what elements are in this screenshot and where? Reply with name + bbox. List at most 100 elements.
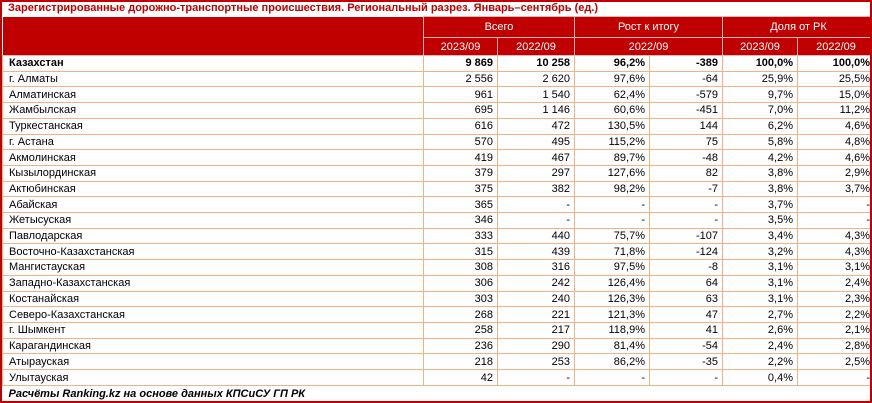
value-cell: 9,7% <box>722 86 798 104</box>
region-cell: г. Астана <box>2 133 424 151</box>
value-cell: 118,9% <box>574 321 650 339</box>
subheader-total-2022: 2022/09 <box>497 37 575 56</box>
value-cell: 303 <box>423 290 498 308</box>
value-cell: 62,4% <box>574 86 650 104</box>
region-cell: Мангистауская <box>2 259 424 276</box>
table-row: Костанайская 303 240 126,3% 63 3,1% 2,3% <box>2 290 870 308</box>
value-cell: 6,2% <box>722 117 798 135</box>
table-row: г. Астана 570 495 115,2% 75 5,8% 4,8% <box>2 133 870 151</box>
value-cell: 2,5% <box>796 353 870 371</box>
table-row: Акмолинская 419 467 89,7% -48 4,2% 4,6% <box>2 149 870 166</box>
value-cell: 3,1% <box>796 259 870 276</box>
subheader-growth-2022: 2022/09 <box>574 37 723 56</box>
region-cell: Восточно-Казахстанская <box>2 243 424 261</box>
col-group-total: Всего <box>423 16 575 38</box>
subheader-total-2023: 2023/09 <box>423 37 498 56</box>
value-cell: - <box>796 369 870 386</box>
value-cell: 75 <box>649 133 723 151</box>
source-note: Расчёты Ranking.kz на основе данных КПСи… <box>2 385 870 401</box>
value-cell: 2,7% <box>722 306 798 323</box>
value-cell: 42 <box>423 369 498 386</box>
value-cell: 3,2% <box>722 243 798 261</box>
region-cell: Атырауская <box>2 353 424 371</box>
value-cell: 4,3% <box>796 243 870 261</box>
value-cell: 97,5% <box>574 259 650 276</box>
value-cell: 268 <box>423 306 498 323</box>
value-cell: 308 <box>423 259 498 276</box>
value-cell: 2 556 <box>423 70 498 88</box>
region-cell: Северо-Казахстанская <box>2 306 424 323</box>
region-cell: г. Шымкент <box>2 321 424 339</box>
value-cell: 60,6% <box>574 102 650 119</box>
value-cell: 25,9% <box>722 70 798 88</box>
value-cell: 3,1% <box>722 259 798 276</box>
value-cell: 253 <box>497 353 575 371</box>
value-cell: 3,1% <box>722 274 798 292</box>
table-row: Северо-Казахстанская 268 221 121,3% 47 2,7% 2,… <box>2 306 870 323</box>
value-cell: 2,9% <box>796 164 870 182</box>
region-cell: Абайская <box>2 196 424 214</box>
table-row: Казахстан 9 869 10 258 96,2% -389 100,0% 100,0… <box>2 55 870 72</box>
value-cell: 495 <box>497 133 575 151</box>
table-row: Алматинская 961 1 540 62,4% -579 9,7% 15,0% <box>2 86 870 104</box>
value-cell: 2,4% <box>796 274 870 292</box>
value-cell: - <box>497 212 575 229</box>
region-cell: Алматинская <box>2 86 424 104</box>
value-cell: 96,2% <box>574 55 650 72</box>
value-cell: -579 <box>649 86 723 104</box>
value-cell: 4,6% <box>796 149 870 166</box>
value-cell: -7 <box>649 180 723 198</box>
value-cell: -35 <box>649 353 723 371</box>
region-column-header <box>2 16 424 56</box>
value-cell: 3,8% <box>722 164 798 182</box>
value-cell: 2,6% <box>722 321 798 339</box>
value-cell: 467 <box>497 149 575 166</box>
value-cell: 306 <box>423 274 498 292</box>
table-row: Жамбылская 695 1 146 60,6% -451 7,0% 11,2% <box>2 102 870 119</box>
value-cell: -389 <box>649 55 723 72</box>
value-cell: 5,8% <box>722 133 798 151</box>
value-cell: 3,7% <box>722 196 798 214</box>
region-cell: Актюбинская <box>2 180 424 198</box>
value-cell: - <box>649 369 723 386</box>
value-cell: 4,2% <box>722 149 798 166</box>
value-cell: 258 <box>423 321 498 339</box>
value-cell: - <box>574 196 650 214</box>
region-cell: Костанайская <box>2 290 424 308</box>
value-cell: 379 <box>423 164 498 182</box>
value-cell: 2,1% <box>796 321 870 339</box>
value-cell: 2,8% <box>796 337 870 355</box>
region-cell: Жетысуская <box>2 212 424 229</box>
table-row: Мангистауская 308 316 97,5% -8 3,1% 3,1% <box>2 259 870 276</box>
table-row: г. Алматы 2 556 2 620 97,6% -64 25,9% 25,5% <box>2 70 870 88</box>
value-cell: - <box>497 196 575 214</box>
region-cell: Карагандинская <box>2 337 424 355</box>
value-cell: 382 <box>497 180 575 198</box>
value-cell: 3,5% <box>722 212 798 229</box>
value-cell: 297 <box>497 164 575 182</box>
table-row: Улытауская 42- - -0,4% - <box>2 369 870 386</box>
region-cell: Туркестанская <box>2 117 424 135</box>
value-cell: 440 <box>497 227 575 245</box>
region-cell: Западно-Казахстанская <box>2 274 424 292</box>
value-cell: 1 146 <box>497 102 575 119</box>
value-cell: -48 <box>649 149 723 166</box>
table-row: Актюбинская 375 382 98,2% -7 3,8% 3,7% <box>2 180 870 198</box>
value-cell: 3,7% <box>796 180 870 198</box>
region-cell: Кызылординская <box>2 164 424 182</box>
table-row: Кызылординская 379 297 127,6% 82 3,8% 2,9% <box>2 164 870 182</box>
value-cell: 365 <box>423 196 498 214</box>
value-cell: 9 869 <box>423 55 498 72</box>
value-cell: 2,3% <box>796 290 870 308</box>
value-cell: 130,5% <box>574 117 650 135</box>
value-cell: 4,8% <box>796 133 870 151</box>
value-cell: 75,7% <box>574 227 650 245</box>
accidents-table: Всего Рост к итогу Доля от РК 2023/09 20… <box>2 16 870 401</box>
value-cell: 126,3% <box>574 290 650 308</box>
value-cell: 2,2% <box>722 353 798 371</box>
value-cell: - <box>649 196 723 214</box>
value-cell: 25,5% <box>796 70 870 88</box>
region-cell: Жамбылская <box>2 102 424 119</box>
value-cell: 695 <box>423 102 498 119</box>
